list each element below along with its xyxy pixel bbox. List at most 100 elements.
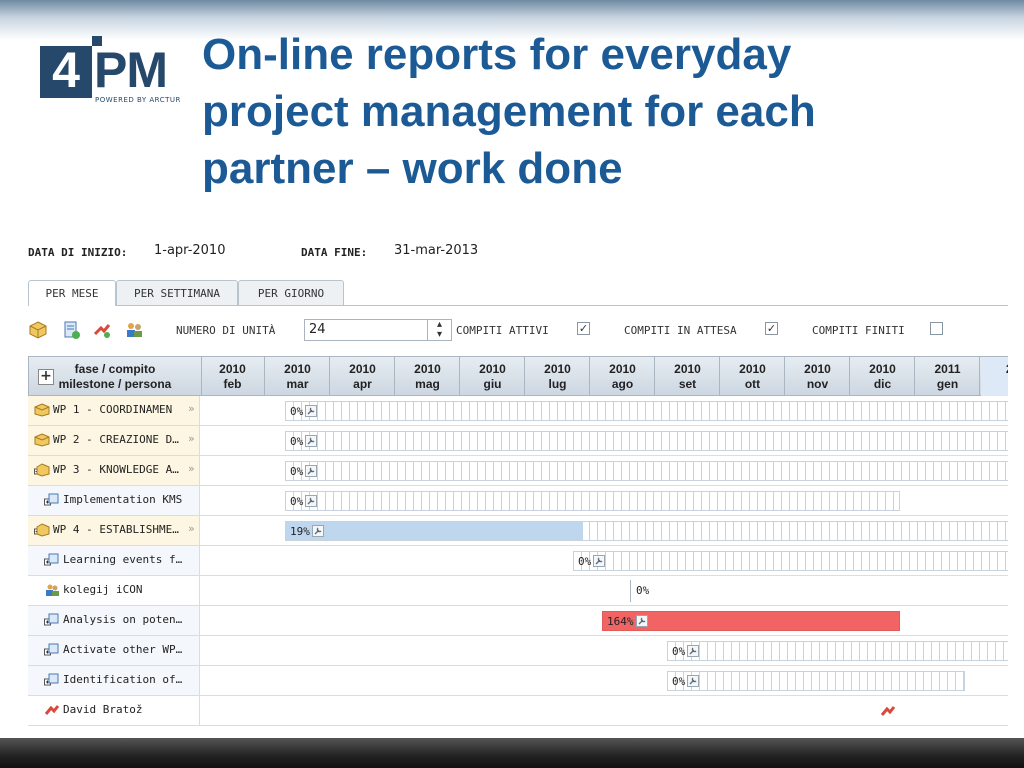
progress-value: 0%	[290, 435, 304, 448]
month-header: 20f	[981, 357, 1008, 397]
progress-label: 0%	[672, 675, 700, 688]
progress-value: 19%	[290, 525, 310, 538]
document-icon[interactable]	[61, 320, 81, 340]
task-label[interactable]: Activate other WP…	[63, 643, 183, 656]
gantt-row[interactable]: kolegij iCON 0%	[28, 576, 1008, 606]
edit-wrench-icon[interactable]	[305, 465, 318, 477]
edit-wrench-icon[interactable]	[305, 405, 318, 417]
tab-per-settimana[interactable]: PER SETTIMANA	[116, 280, 238, 305]
progress-label: 164%	[607, 615, 648, 628]
gantt-row[interactable]: WP 4 - ESTABLISHME… » 19%	[28, 516, 1008, 546]
progress-bar[interactable]: 0%	[285, 461, 1008, 481]
month-header: 2010 nov	[786, 357, 850, 397]
task-column-header: + fase / compito milestone / persona	[29, 357, 202, 397]
task-cell[interactable]: Identification of…	[28, 666, 200, 695]
4pm-logo: 4 PM POWERED BY ARCTUR	[40, 36, 186, 106]
progress-bar[interactable]: 0%	[285, 491, 900, 511]
month-year: 2010	[349, 362, 376, 376]
expand-chevron-icon[interactable]: »	[188, 462, 195, 475]
month-name: mar	[286, 377, 309, 391]
edit-wrench-icon[interactable]	[635, 615, 648, 627]
task-cell[interactable]: kolegij iCON	[28, 576, 200, 605]
expand-chevron-icon[interactable]: »	[188, 402, 195, 415]
edit-wrench-icon[interactable]	[311, 525, 324, 537]
gantt-row[interactable]: Activate other WP… 0%	[28, 636, 1008, 666]
finished-tasks-checkbox[interactable]	[930, 322, 943, 335]
package-icon[interactable]	[28, 320, 48, 340]
units-spinner[interactable]: ▴ ▾	[428, 319, 452, 341]
task-label[interactable]: WP 4 - ESTABLISHME…	[53, 523, 179, 536]
package-icon	[34, 403, 50, 417]
task-cell[interactable]: WP 1 - COORDINAMEN »	[28, 396, 200, 425]
progress-label: 0%	[636, 584, 650, 597]
task-cell[interactable]: Activate other WP…	[28, 636, 200, 665]
progress-label: 0%	[672, 645, 700, 658]
package-icon	[34, 433, 50, 447]
expand-chevron-icon[interactable]: »	[188, 522, 195, 535]
task-label[interactable]: Learning events f…	[63, 553, 183, 566]
gantt-row[interactable]: Analysis on poten… 164%	[28, 606, 1008, 636]
month-name: nov	[806, 377, 829, 391]
progress-bar[interactable]: 0%	[667, 671, 965, 691]
gantt-row[interactable]: WP 1 - COORDINAMEN » 0%	[28, 396, 1008, 426]
edit-wrench-icon[interactable]	[687, 675, 700, 687]
progress-bar[interactable]: 0%	[667, 641, 1008, 661]
people-icon[interactable]	[124, 320, 144, 340]
task-label[interactable]: David Bratož	[63, 703, 143, 716]
task-label[interactable]: Analysis on poten…	[63, 613, 183, 626]
task-label[interactable]: kolegij iCON	[63, 583, 143, 596]
expand-all-button[interactable]: +	[38, 369, 54, 385]
overdue-progress-bar[interactable]: 164%	[602, 611, 900, 631]
task-label[interactable]: Identification of…	[63, 673, 183, 686]
waiting-tasks-checkbox[interactable]: ✓	[765, 322, 778, 335]
spin-down-icon[interactable]: ▾	[436, 329, 443, 340]
month-header: 2010 set	[656, 357, 720, 397]
edit-wrench-icon[interactable]	[305, 495, 318, 507]
month-name: f	[981, 377, 1008, 391]
edit-wrench-icon[interactable]	[305, 435, 318, 447]
tab-per-giorno[interactable]: PER GIORNO	[238, 280, 344, 305]
task-cell[interactable]: Implementation KMS	[28, 486, 200, 515]
progress-bar[interactable]: 19%	[285, 521, 1008, 541]
expand-chevron-icon[interactable]: »	[188, 432, 195, 445]
gantt-row[interactable]: Learning events f… 0%	[28, 546, 1008, 576]
progress-value: 0%	[290, 405, 304, 418]
task-label[interactable]: Implementation KMS	[63, 493, 183, 506]
gantt-row[interactable]: Implementation KMS 0%	[28, 486, 1008, 516]
spin-up-icon[interactable]: ▴	[436, 319, 443, 330]
gantt-row[interactable]: David Bratož	[28, 696, 1008, 726]
gantt-toolbar: NUMERO DI UNITÀ 24 ▴ ▾ COMPITI ATTIVI ✓ C…	[28, 318, 1008, 344]
start-date-label: DATA DI INIZIO:	[28, 246, 128, 259]
gantt-row[interactable]: WP 3 - KNOWLEDGE A… » 0%	[28, 456, 1008, 486]
progress-label: 0%	[578, 555, 606, 568]
progress-bar[interactable]: 0%	[285, 431, 1008, 451]
milestone-icon[interactable]	[92, 320, 112, 340]
edit-wrench-icon[interactable]	[687, 645, 700, 657]
progress-bar[interactable]: 0%	[285, 401, 1008, 421]
people-icon	[46, 584, 59, 596]
edit-wrench-icon[interactable]	[593, 555, 606, 567]
units-input[interactable]: 24	[304, 319, 428, 341]
task-cell[interactable]: David Bratož	[28, 696, 200, 725]
slide-bottom-band	[0, 738, 1024, 768]
package-open-icon	[34, 463, 50, 477]
task-cell[interactable]: Analysis on poten…	[28, 606, 200, 635]
month-header: 2011 gen	[916, 357, 980, 397]
task-icon	[44, 493, 59, 506]
progress-bar[interactable]: 0%	[573, 551, 1008, 571]
task-label[interactable]: WP 1 - COORDINAMEN	[53, 403, 173, 416]
task-cell[interactable]: WP 2 - CREAZIONE D… »	[28, 426, 200, 455]
gantt-row[interactable]: WP 2 - CREAZIONE D… » 0%	[28, 426, 1008, 456]
gantt-row[interactable]: Identification of… 0%	[28, 666, 1008, 696]
task-label[interactable]: WP 3 - KNOWLEDGE A…	[53, 463, 179, 476]
month-header: 2010 apr	[331, 357, 395, 397]
task-label[interactable]: WP 2 - CREAZIONE D…	[53, 433, 179, 446]
tab-per-mese[interactable]: PER MESE	[28, 280, 116, 306]
month-header: 2010 dic	[851, 357, 915, 397]
month-name: apr	[353, 377, 372, 391]
task-cell[interactable]: WP 3 - KNOWLEDGE A… »	[28, 456, 200, 485]
active-tasks-checkbox[interactable]: ✓	[577, 322, 590, 335]
task-cell[interactable]: Learning events f…	[28, 546, 200, 575]
task-cell[interactable]: WP 4 - ESTABLISHME… »	[28, 516, 200, 545]
task-icon	[44, 553, 59, 566]
